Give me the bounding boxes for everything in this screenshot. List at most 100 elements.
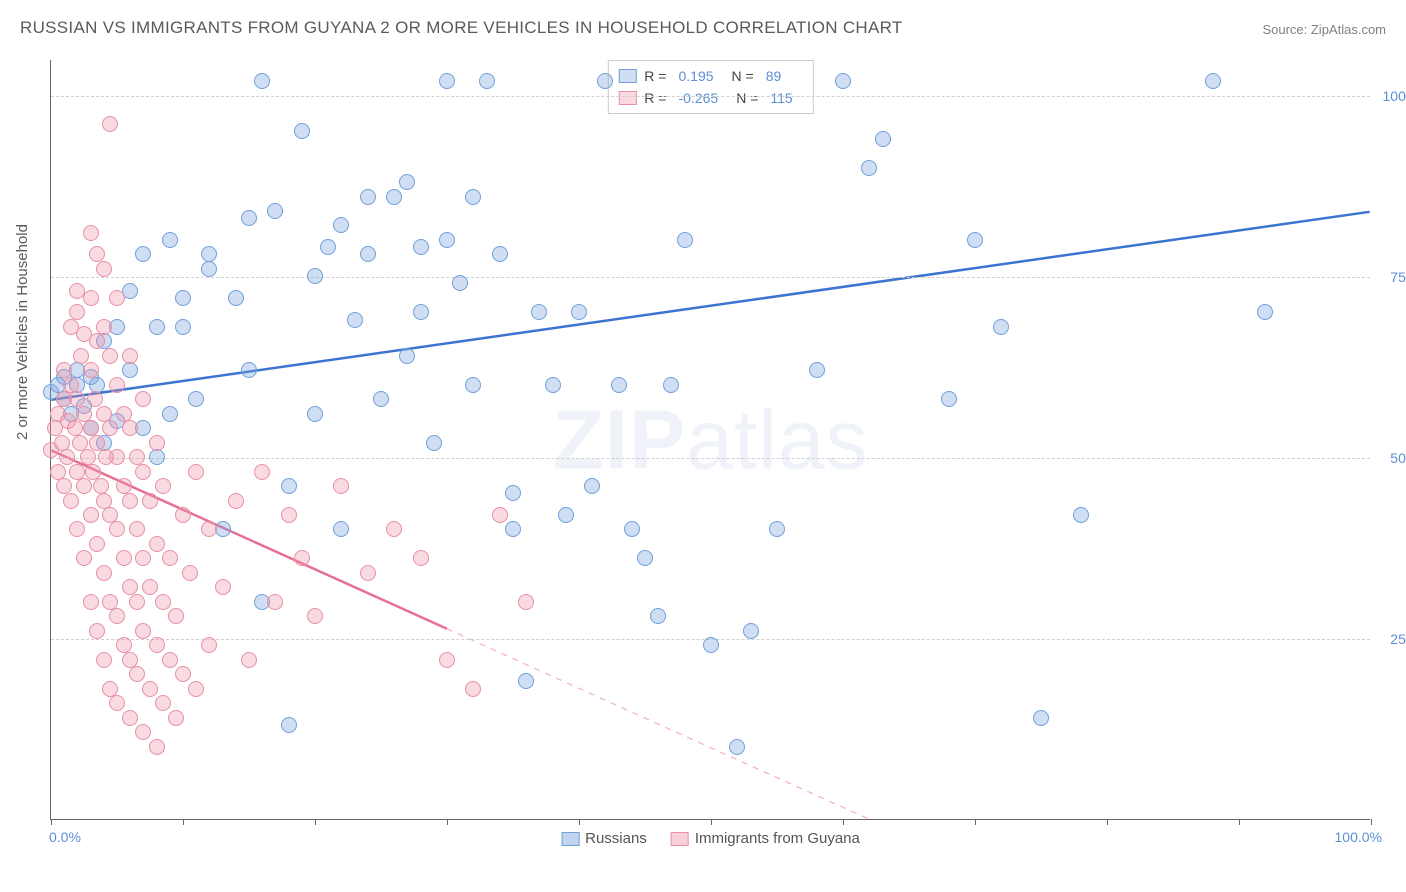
correlation-legend: R =0.195N =89R =-0.265N =115 xyxy=(607,60,813,114)
x-tick xyxy=(315,819,316,825)
data-point xyxy=(281,478,297,494)
x-tick xyxy=(1239,819,1240,825)
data-point xyxy=(122,710,138,726)
data-point xyxy=(307,268,323,284)
data-point xyxy=(109,521,125,537)
data-point xyxy=(360,189,376,205)
data-point xyxy=(729,739,745,755)
data-point xyxy=(611,377,627,393)
data-point xyxy=(109,290,125,306)
data-point xyxy=(1257,304,1273,320)
data-point xyxy=(96,261,112,277)
data-point xyxy=(149,637,165,653)
data-point xyxy=(83,225,99,241)
data-point xyxy=(333,217,349,233)
data-point xyxy=(83,362,99,378)
data-point xyxy=(294,550,310,566)
x-tick xyxy=(51,819,52,825)
x-tick xyxy=(183,819,184,825)
data-point xyxy=(967,232,983,248)
data-point xyxy=(155,594,171,610)
x-axis-min-label: 0.0% xyxy=(49,829,81,845)
y-axis-title: 2 or more Vehicles in Household xyxy=(14,224,31,440)
data-point xyxy=(399,348,415,364)
data-point xyxy=(267,594,283,610)
data-point xyxy=(109,695,125,711)
data-point xyxy=(142,681,158,697)
data-point xyxy=(69,304,85,320)
x-tick xyxy=(1371,819,1372,825)
data-point xyxy=(531,304,547,320)
data-point xyxy=(307,406,323,422)
data-point xyxy=(142,579,158,595)
data-point xyxy=(109,608,125,624)
data-point xyxy=(73,348,89,364)
data-point xyxy=(149,536,165,552)
data-point xyxy=(175,319,191,335)
data-point xyxy=(1073,507,1089,523)
data-point xyxy=(360,565,376,581)
data-point xyxy=(241,362,257,378)
watermark: ZIPatlas xyxy=(552,391,868,488)
data-point xyxy=(320,239,336,255)
data-point xyxy=(135,550,151,566)
data-point xyxy=(571,304,587,320)
x-axis-max-label: 100.0% xyxy=(1335,829,1382,845)
data-point xyxy=(162,550,178,566)
data-point xyxy=(175,290,191,306)
data-point xyxy=(1033,710,1049,726)
data-point xyxy=(155,478,171,494)
source-label: Source: ZipAtlas.com xyxy=(1262,22,1386,37)
data-point xyxy=(558,507,574,523)
data-point xyxy=(102,116,118,132)
data-point xyxy=(122,348,138,364)
data-point xyxy=(228,290,244,306)
data-point xyxy=(76,550,92,566)
data-point xyxy=(155,695,171,711)
data-point xyxy=(743,623,759,639)
legend-swatch xyxy=(618,69,636,83)
data-point xyxy=(93,478,109,494)
y-tick-label: 25.0% xyxy=(1390,631,1406,647)
data-point xyxy=(168,608,184,624)
data-point xyxy=(85,464,101,480)
data-point xyxy=(96,652,112,668)
data-point xyxy=(89,377,105,393)
data-point xyxy=(386,189,402,205)
data-point xyxy=(96,319,112,335)
data-point xyxy=(465,377,481,393)
data-point xyxy=(703,637,719,653)
series-legend-label: Russians xyxy=(585,830,647,847)
data-point xyxy=(505,521,521,537)
y-tick-label: 100.0% xyxy=(1383,88,1406,104)
data-point xyxy=(149,739,165,755)
data-point xyxy=(413,304,429,320)
data-point xyxy=(835,73,851,89)
data-point xyxy=(597,73,613,89)
data-point xyxy=(518,673,534,689)
data-point xyxy=(188,464,204,480)
data-point xyxy=(439,232,455,248)
data-point xyxy=(162,652,178,668)
data-point xyxy=(861,160,877,176)
x-tick xyxy=(579,819,580,825)
data-point xyxy=(637,550,653,566)
data-point xyxy=(201,521,217,537)
legend-r-value: 0.195 xyxy=(678,68,713,84)
data-point xyxy=(162,406,178,422)
data-point xyxy=(584,478,600,494)
data-point xyxy=(109,377,125,393)
data-point xyxy=(492,507,508,523)
trend-lines-layer xyxy=(51,60,1370,819)
legend-r-label: R = xyxy=(644,90,666,106)
data-point xyxy=(241,210,257,226)
data-point xyxy=(89,333,105,349)
data-point xyxy=(347,312,363,328)
data-point xyxy=(188,391,204,407)
correlation-legend-row: R =0.195N =89 xyxy=(618,65,802,87)
data-point xyxy=(129,594,145,610)
data-point xyxy=(175,507,191,523)
data-point xyxy=(479,73,495,89)
series-legend-label: Immigrants from Guyana xyxy=(695,830,860,847)
legend-swatch xyxy=(561,832,579,846)
